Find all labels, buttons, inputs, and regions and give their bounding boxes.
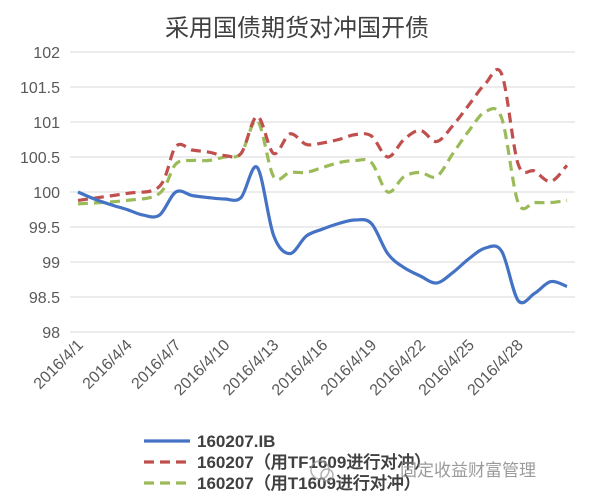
series-line-1 [77, 165, 568, 305]
y-tick-label: 102 [33, 45, 60, 62]
y-tick-label: 99 [42, 255, 60, 272]
watermark-logo [310, 460, 334, 482]
watermark-text: 固定收益财富管理 [400, 461, 536, 480]
x-tick-label: 2016/4/4 [80, 337, 136, 393]
y-tick-label: 98.5 [29, 290, 60, 307]
legend-label-3: 160207（用T1609进行对冲） [197, 473, 421, 493]
y-tick-label: 101.5 [20, 80, 60, 97]
x-tick-label: 2016/4/1 [31, 337, 87, 393]
y-tick-label: 98 [42, 325, 60, 342]
legend-label-2: 160207（用TF1609进行对冲） [197, 452, 431, 472]
y-tick-label: 100.5 [20, 150, 60, 167]
y-tick-label: 100 [33, 185, 60, 202]
series-line-2 [77, 67, 569, 202]
y-tick-label: 99.5 [29, 220, 60, 237]
chart-title: 采用国债期货对冲国开债 [165, 14, 429, 42]
y-tick-label: 101 [33, 115, 60, 132]
legend-label-1: 160207.IB [197, 432, 275, 451]
series-line-3 [77, 106, 568, 211]
